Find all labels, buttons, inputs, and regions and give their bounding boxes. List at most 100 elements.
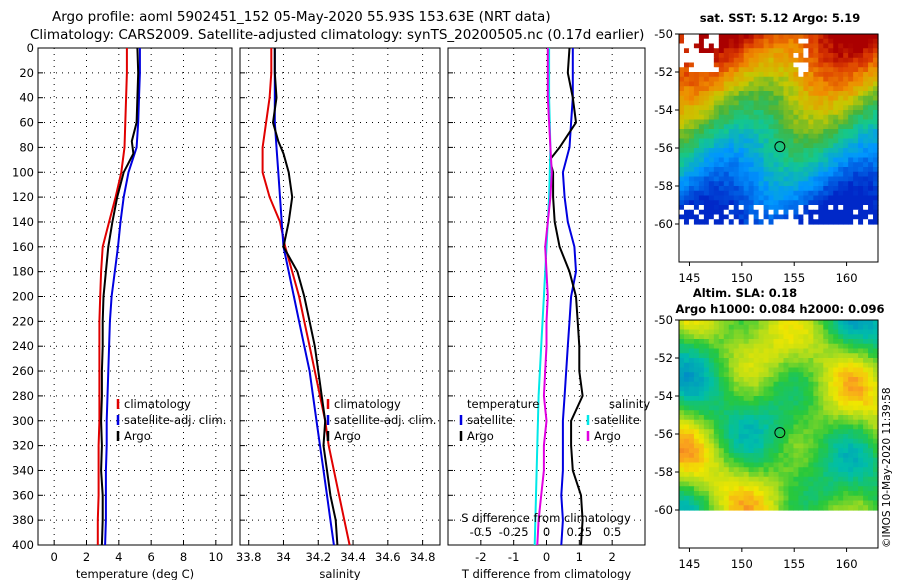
map-cell (783, 53, 790, 59)
map-cell (733, 491, 740, 497)
map-cell (828, 348, 834, 354)
map-cell (683, 81, 690, 87)
map-cell (679, 348, 685, 354)
map-cell (718, 358, 725, 364)
map-cell (798, 324, 804, 331)
map-cell (748, 396, 755, 402)
map-cell (748, 67, 755, 73)
map-cell (813, 410, 819, 416)
temperature-axis-label: temperature (deg C) (76, 567, 194, 580)
map-cell (773, 410, 780, 416)
map-cell (778, 419, 785, 426)
map-cell (853, 181, 859, 187)
map-cell (778, 124, 785, 130)
map-cell (683, 386, 690, 392)
map-cell (808, 157, 814, 163)
map-cell (708, 419, 715, 426)
map-cell (793, 453, 799, 459)
map-cell (753, 143, 760, 149)
map-cell (718, 34, 725, 40)
map-cell (833, 429, 839, 435)
map-cell (818, 143, 824, 149)
map-cell (818, 462, 824, 468)
map-cell (679, 157, 685, 163)
map-cell (778, 329, 785, 335)
map-cell (758, 457, 765, 464)
map-cell (838, 114, 844, 121)
map-cell (828, 495, 834, 502)
map-cell (858, 91, 864, 97)
map-cell (838, 214, 844, 220)
map-cell (708, 152, 715, 159)
map-cell (863, 472, 869, 478)
map-cell (748, 34, 755, 40)
map-cell (733, 320, 740, 326)
map-cell (773, 457, 780, 464)
map-cell (868, 324, 874, 331)
map-cell (813, 348, 819, 354)
map-cell (838, 505, 844, 511)
map-cell (748, 453, 755, 459)
map-cell (728, 381, 735, 388)
map-cell (723, 405, 730, 411)
map-cell (679, 372, 685, 378)
map-cell (698, 181, 705, 187)
map-cell (838, 434, 844, 440)
map-cell (843, 205, 849, 211)
map-cell (773, 129, 780, 135)
map-cell (833, 43, 839, 49)
map-cell (803, 396, 809, 402)
map-cell (838, 133, 844, 140)
map-cell (679, 133, 685, 140)
map-lon-label: 145 (678, 271, 700, 285)
map-cell (693, 114, 700, 121)
map-cell (703, 467, 710, 473)
map-cell (813, 114, 819, 121)
map-cell (808, 396, 814, 402)
map-cell (868, 467, 874, 473)
map-cell (793, 200, 799, 206)
map-cell (683, 429, 690, 435)
map-cell (868, 372, 874, 378)
map-cell (818, 124, 824, 130)
map-lon-label: 145 (678, 557, 700, 571)
map-cell (728, 329, 735, 335)
map-cell (843, 372, 849, 378)
map-cell (703, 124, 710, 130)
map-cell (758, 505, 765, 511)
map-cell (808, 162, 814, 168)
map-cell (738, 438, 745, 445)
map-cell (853, 110, 859, 116)
map-cell (808, 386, 814, 392)
depth-tick-label: 360 (12, 488, 34, 502)
map-cell (858, 372, 864, 378)
map-cell (868, 457, 874, 464)
map-cell (788, 38, 795, 45)
map-cell (688, 129, 695, 135)
map-cell (863, 453, 869, 459)
map-cell (868, 62, 874, 68)
map-cell (738, 400, 745, 407)
map-cell (743, 181, 750, 187)
map-cell (679, 72, 685, 78)
map-cell (728, 467, 735, 473)
map-cell (798, 34, 804, 40)
map-cell (748, 129, 755, 135)
map-cell (778, 453, 785, 459)
map-cell (838, 62, 844, 68)
map-cell (718, 167, 725, 173)
map-cell (753, 34, 760, 40)
map-cell (693, 105, 700, 111)
map-cell (788, 324, 795, 331)
map-cell (718, 405, 725, 411)
map-cell (698, 353, 705, 359)
map-cell (868, 133, 874, 140)
map-cell (778, 110, 785, 116)
map-cell (818, 209, 824, 216)
map-cell (703, 171, 710, 178)
map-cell (708, 43, 715, 49)
map-cell (833, 86, 839, 92)
map-cell (858, 443, 864, 449)
map-cell (823, 372, 829, 378)
map-cell (733, 91, 740, 97)
